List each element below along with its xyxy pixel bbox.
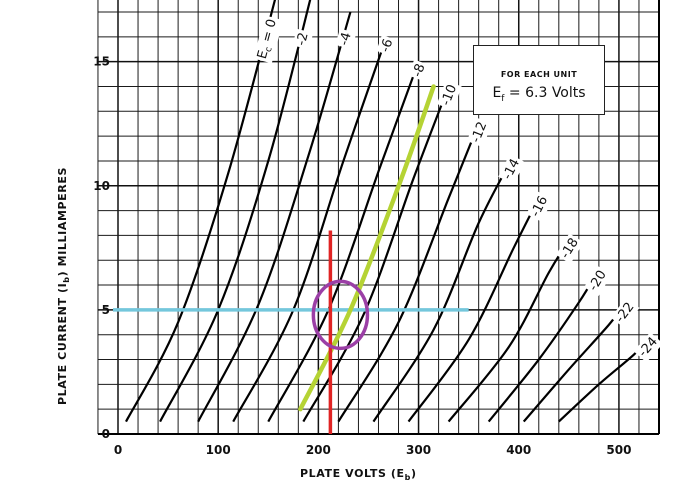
curve-label: Ec = 0 — [253, 15, 284, 64]
curve-label: -4 — [335, 28, 357, 50]
grid-curve--12 — [337, 123, 480, 423]
y-tick-label: 15 — [93, 55, 110, 69]
grid-curve--8 — [267, 61, 420, 423]
x-tick-label: 200 — [306, 443, 331, 457]
curve-label: -8 — [408, 59, 431, 82]
x-axis-title: PLATE VOLTS (Eb) — [300, 467, 417, 482]
note-line-voltage: Ef = 6.3 Volts — [492, 85, 586, 104]
operating-point-circle — [311, 279, 370, 351]
curve-labels: Ec = 0 -2 -4 -6 -8 -10 -12 -14-16-18-20-22 -24 — [253, 15, 664, 363]
curve-label-text: -8 — [410, 62, 429, 79]
y-tick-label: 0 — [102, 427, 110, 441]
annotation-overlays — [112, 84, 469, 434]
curve-label-text: -10 — [439, 83, 461, 108]
x-tick-label: 0 — [114, 443, 122, 457]
curve-label: -6 — [376, 34, 399, 57]
tick-labels: 0 100 200 300 400 500 0 5 10 15 — [93, 55, 631, 457]
grid-curve--6 — [232, 36, 388, 423]
grid-curve--4 — [197, 11, 352, 423]
curve-label-text: -4 — [337, 31, 355, 48]
curve-label-text: -12 — [468, 120, 490, 145]
grid-curve-ec0 — [125, 0, 277, 423]
grid-curve--14 — [372, 160, 512, 423]
y-tick-label: 5 — [102, 303, 110, 317]
x-tick-label: 300 — [406, 443, 431, 457]
curve-label: -10 — [436, 80, 462, 111]
curve-label: -16 — [526, 191, 553, 222]
filament-voltage-note: FOR EACH UNIT Ef = 6.3 Volts — [473, 45, 605, 115]
curve-label: -12 — [466, 117, 493, 148]
load-line — [298, 84, 436, 412]
curve-label-text: -6 — [378, 37, 396, 54]
grid-curve--18 — [447, 239, 570, 423]
curve-label: -22 — [610, 297, 640, 328]
curve-label: -18 — [555, 233, 584, 264]
curve-label: -14 — [498, 154, 525, 185]
grid-curve--16 — [407, 197, 540, 423]
y-tick-label: 10 — [93, 179, 110, 193]
curve-label: -20 — [584, 265, 612, 297]
grid-curve--2 — [159, 0, 312, 423]
curve-label: -2 — [292, 28, 314, 50]
curve-label-text: Ec = 0 — [255, 18, 282, 62]
x-tick-label: 500 — [606, 443, 631, 457]
x-tick-label: 400 — [506, 443, 531, 457]
x-tick-label: 100 — [206, 443, 231, 457]
curve-label-text: -2 — [294, 31, 312, 47]
y-axis-title: PLATE CURRENT (Ib) MILLIAMPERES — [56, 167, 71, 405]
note-line-unit: FOR EACH UNIT — [500, 70, 578, 79]
curve-label-text: -24 — [636, 334, 661, 360]
